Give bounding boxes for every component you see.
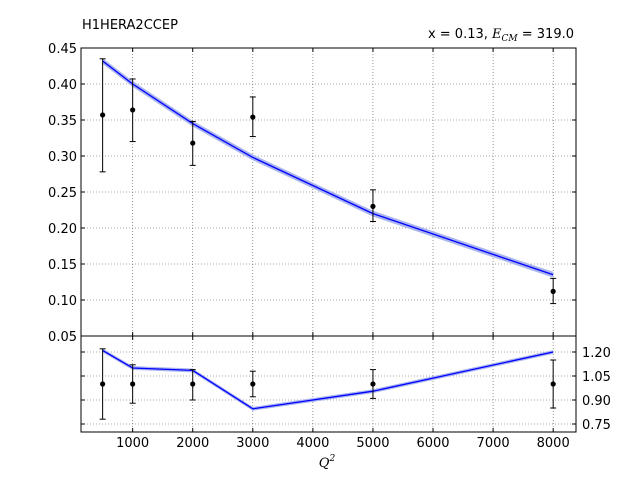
panel-frame [80, 335, 577, 433]
data-point [190, 381, 196, 387]
theory-line [102, 349, 554, 410]
x-axis-label-sup: 2 [328, 454, 335, 464]
x-tick-label: 7000 [477, 436, 510, 451]
y-tick-label: 0.45 [48, 42, 77, 57]
y-tick-label: 0.30 [48, 150, 77, 165]
x-axis: 1000 2000 3000 4000 5000 6000 7000 8000 [116, 436, 570, 451]
theory-line [102, 60, 554, 276]
top-panel: 0.05 0.10 0.15 0.20 0.25 0.30 0.35 0.40 0.45 [48, 42, 577, 345]
y-tick-label: 0.40 [48, 78, 77, 93]
ratio-y-tick-label: 0.75 [582, 418, 611, 433]
data-point [550, 381, 556, 387]
data-point [250, 114, 256, 120]
x-tick-label: 1000 [116, 436, 149, 451]
y-tick-label: 0.05 [48, 330, 77, 345]
chart-annotation: x = 0.13, ECM = 319.0 [428, 27, 574, 44]
ratio-panel: 0.75 0.90 1.05 1.20 [80, 335, 611, 433]
ratio-y-tick-label: 0.90 [582, 394, 611, 409]
theory-uncertainty-band [102, 348, 554, 411]
data-point [100, 112, 106, 118]
x-tick-label: 3000 [236, 436, 269, 451]
x-tick-label: 2000 [176, 436, 209, 451]
ratio-y-tick-label: 1.05 [582, 370, 611, 385]
x-tick-label: 5000 [356, 436, 389, 451]
y-tick-label: 0.10 [48, 294, 77, 309]
chart-title: H1HERA2CCEP [82, 18, 178, 33]
data-point [130, 107, 136, 113]
x-tick-label: 4000 [296, 436, 329, 451]
data-point [370, 203, 376, 209]
data-point [130, 381, 136, 387]
annotation-var: E [491, 27, 502, 42]
data-point [550, 288, 556, 294]
y-tick-label: 0.15 [48, 258, 77, 273]
x-tick-label: 8000 [537, 436, 570, 451]
y-tick-label: 0.35 [48, 114, 77, 129]
annotation-prefix: x = 0.13, [428, 27, 492, 42]
data-point [190, 140, 196, 146]
data-point [370, 381, 376, 387]
theory-uncertainty-band [102, 58, 554, 278]
y-tick-label: 0.25 [48, 186, 77, 201]
annotation-sub: CM [502, 34, 519, 44]
data-point [100, 381, 106, 387]
data-point [250, 381, 256, 387]
x-tick-label: 6000 [416, 436, 449, 451]
x-axis-label-base: Q [319, 456, 330, 471]
y-tick-label: 0.20 [48, 222, 77, 237]
x-axis-label: Q2 [319, 454, 336, 471]
annotation-suffix: = 319.0 [518, 27, 574, 42]
ratio-y-tick-label: 1.20 [582, 346, 611, 361]
